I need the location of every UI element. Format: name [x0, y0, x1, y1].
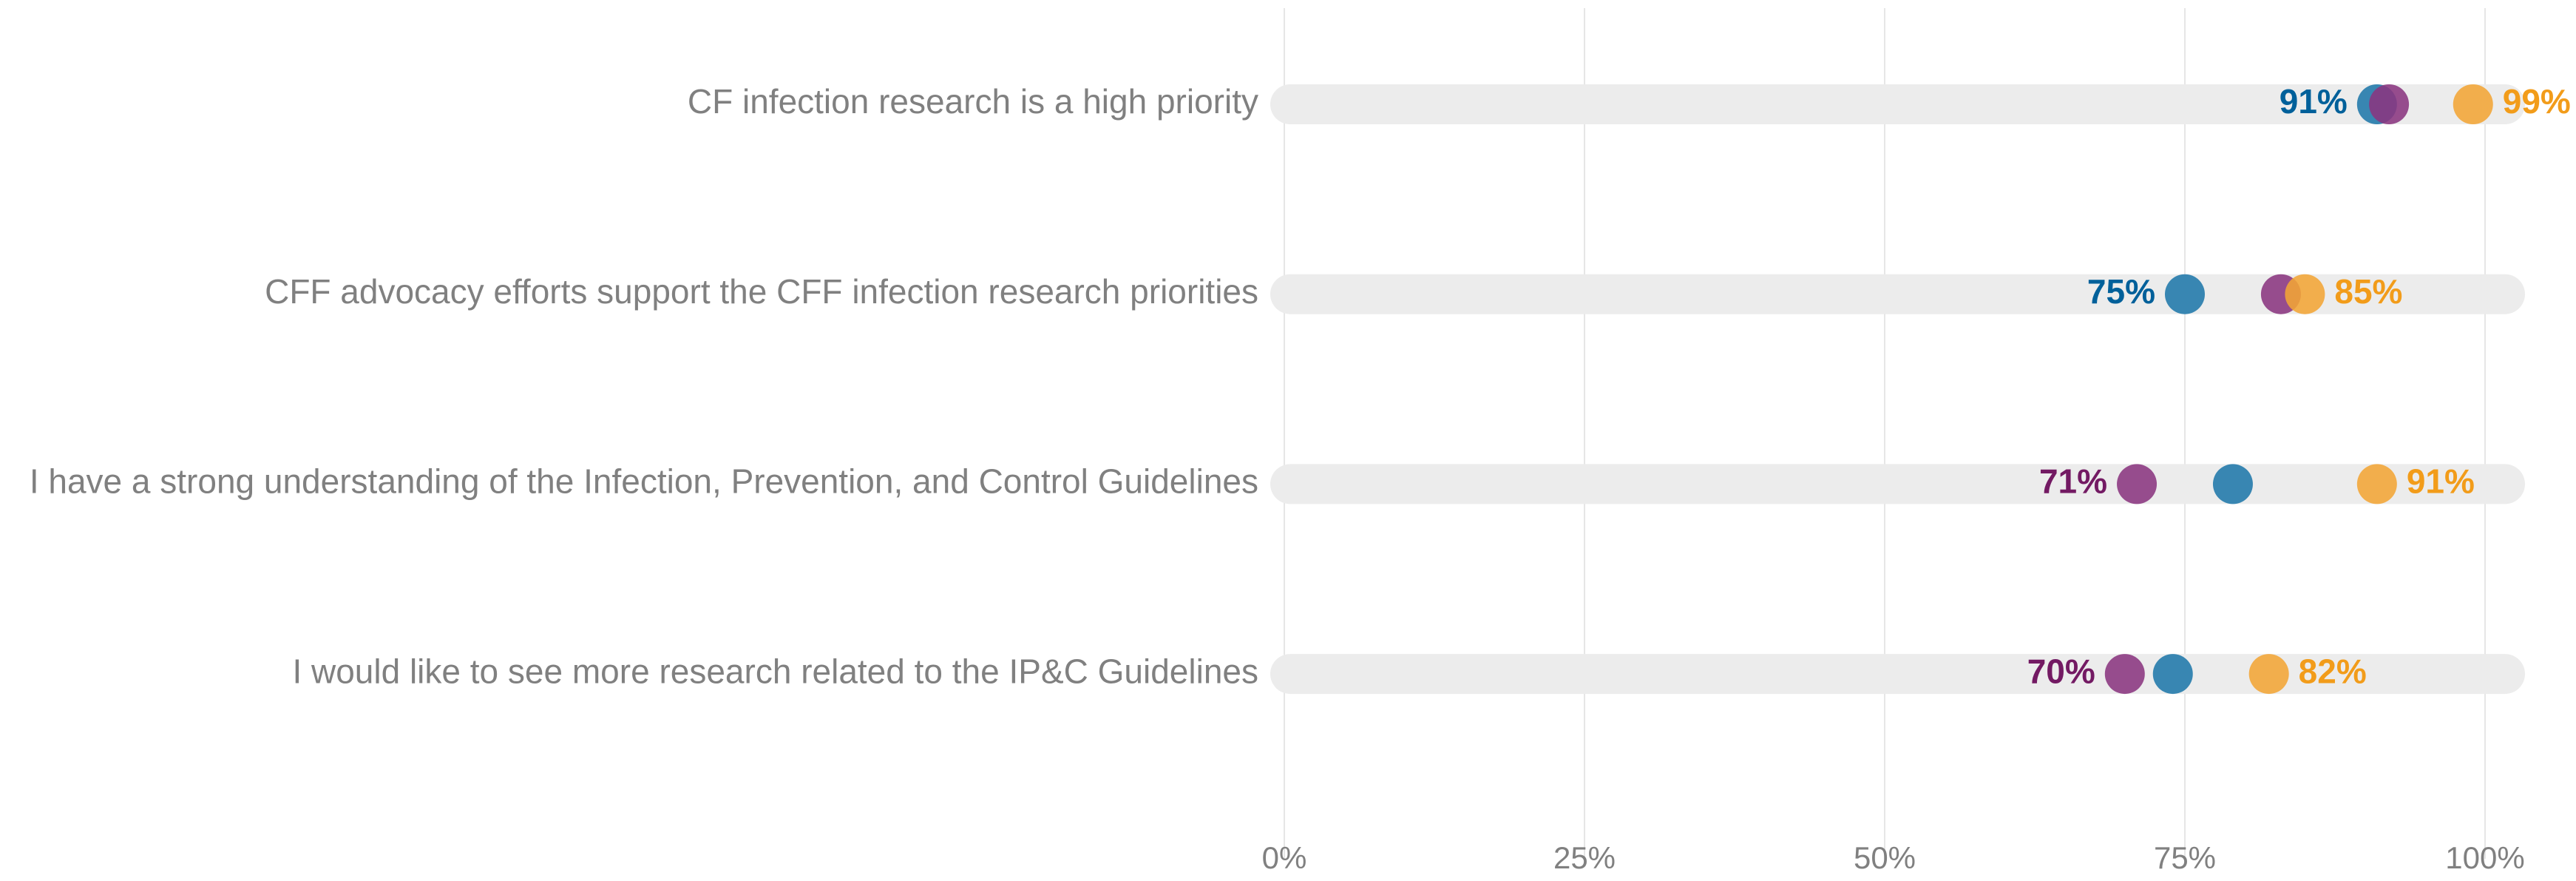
x-tick-label: 50%: [1854, 840, 1916, 875]
x-tick-label: 0%: [1262, 840, 1307, 875]
data-label: 85%: [2334, 272, 2402, 311]
data-label: 91%: [2280, 82, 2348, 121]
category-label: I have a strong understanding of the Inf…: [30, 462, 1258, 501]
data-label: 91%: [2407, 462, 2475, 501]
category-label: CFF advocacy efforts support the CFF inf…: [265, 272, 1258, 311]
dot: [2212, 464, 2253, 504]
dot: [2165, 274, 2205, 314]
x-tick-label: 100%: [2445, 840, 2524, 875]
x-tick-label: 25%: [1553, 840, 1616, 875]
data-label: 99%: [2503, 82, 2571, 121]
data-label: 71%: [2039, 462, 2107, 501]
dot: [2104, 654, 2145, 695]
data-label: 82%: [2299, 652, 2367, 690]
x-tick-label: 75%: [2154, 840, 2216, 875]
dot: [2285, 274, 2325, 314]
dot: [2369, 84, 2410, 124]
dot: [2152, 654, 2193, 695]
grid: [1284, 8, 2486, 859]
category-label: CF infection research is a high priority: [688, 82, 1258, 121]
tracks: [1270, 84, 2525, 695]
data-label: 70%: [2027, 652, 2095, 690]
dot: [2356, 464, 2397, 504]
dot: [2453, 84, 2493, 124]
dot: [2117, 464, 2158, 504]
data-label: 75%: [2087, 272, 2155, 311]
dot: [2248, 654, 2289, 695]
category-label: I would like to see more research relate…: [292, 652, 1258, 690]
